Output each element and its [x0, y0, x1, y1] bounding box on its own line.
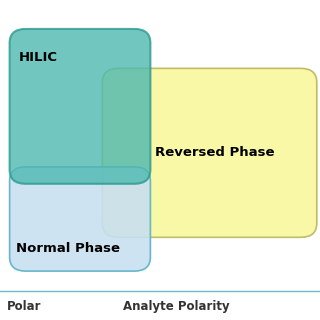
Text: Normal Phase: Normal Phase — [16, 242, 120, 255]
FancyBboxPatch shape — [10, 29, 150, 184]
Text: Reversed Phase: Reversed Phase — [155, 146, 274, 159]
Text: Analyte Polarity: Analyte Polarity — [123, 300, 229, 313]
Text: Polar: Polar — [6, 300, 41, 313]
FancyBboxPatch shape — [10, 167, 150, 271]
Text: HILIC: HILIC — [19, 51, 58, 64]
FancyBboxPatch shape — [102, 68, 317, 237]
